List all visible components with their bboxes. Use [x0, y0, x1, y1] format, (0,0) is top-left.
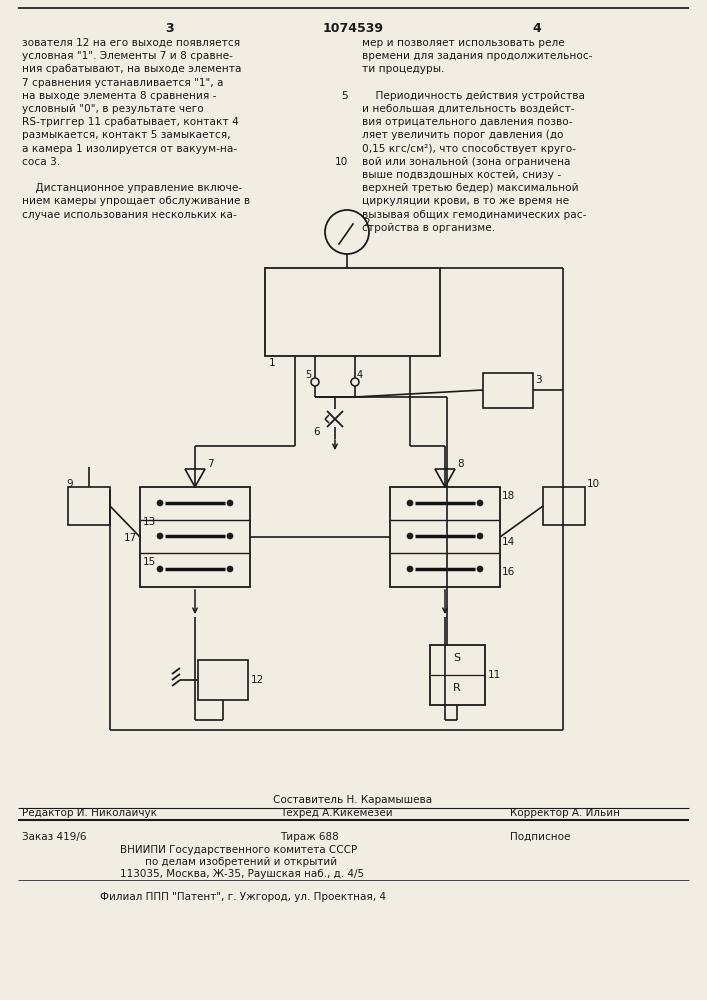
Bar — [265, 268, 440, 356]
Text: 6: 6 — [313, 427, 320, 437]
Text: 3: 3 — [165, 22, 175, 35]
Bar — [198, 660, 248, 700]
Text: выше подвздошных костей, снизу -: выше подвздошных костей, снизу - — [362, 170, 561, 180]
Circle shape — [227, 500, 233, 506]
Text: мер и позволяет использовать реле: мер и позволяет использовать реле — [362, 38, 565, 48]
Text: 7: 7 — [207, 459, 214, 469]
Text: 5: 5 — [305, 370, 311, 380]
Text: Периодичность действия устройства: Периодичность действия устройства — [362, 91, 585, 101]
Bar — [68, 487, 110, 525]
Text: S: S — [453, 653, 460, 663]
Text: ляет увеличить порог давления (до: ляет увеличить порог давления (до — [362, 130, 563, 140]
Text: 4: 4 — [532, 22, 542, 35]
Text: 2: 2 — [363, 218, 370, 228]
Bar — [390, 487, 500, 587]
Text: ти процедуры.: ти процедуры. — [362, 64, 445, 74]
Text: времени для задания продолжительнос-: времени для задания продолжительнос- — [362, 51, 592, 61]
Circle shape — [477, 533, 483, 539]
Text: RS-триггер 11 срабатывает, контакт 4: RS-триггер 11 срабатывает, контакт 4 — [22, 117, 239, 127]
Circle shape — [157, 533, 163, 539]
Text: по делам изобретений и открытий: по делам изобретений и открытий — [145, 857, 337, 867]
Text: 113035, Москва, Ж-35, Раушская наб., д. 4/5: 113035, Москва, Ж-35, Раушская наб., д. … — [120, 869, 364, 879]
Text: 8: 8 — [457, 459, 464, 469]
Text: Подписное: Подписное — [510, 832, 571, 842]
Bar — [543, 487, 585, 525]
Text: 16: 16 — [502, 567, 515, 577]
Text: Дистанционное управление включе-: Дистанционное управление включе- — [22, 183, 242, 193]
Text: верхней третью бедер) максимальной: верхней третью бедер) максимальной — [362, 183, 578, 193]
Circle shape — [407, 500, 413, 506]
Text: 15: 15 — [143, 557, 156, 567]
Circle shape — [157, 500, 163, 506]
Text: на выходе элемента 8 сравнения -: на выходе элемента 8 сравнения - — [22, 91, 216, 101]
Circle shape — [227, 566, 233, 572]
Text: вия отрицательного давления позво-: вия отрицательного давления позво- — [362, 117, 573, 127]
Circle shape — [157, 566, 163, 572]
Text: условный "0", в результате чего: условный "0", в результате чего — [22, 104, 204, 114]
Circle shape — [227, 533, 233, 539]
Text: 0,15 кгс/см²), что способствует круго-: 0,15 кгс/см²), что способствует круго- — [362, 144, 576, 154]
Bar — [140, 487, 250, 587]
Text: а камера 1 изолируется от вакуум-на-: а камера 1 изолируется от вакуум-на- — [22, 144, 237, 154]
Text: 7 сравнения устанавливается "1", а: 7 сравнения устанавливается "1", а — [22, 78, 223, 88]
Text: вызывая общих гемодинамических рас-: вызывая общих гемодинамических рас- — [362, 210, 586, 220]
Text: размыкается, контакт 5 замыкается,: размыкается, контакт 5 замыкается, — [22, 130, 230, 140]
Text: 9: 9 — [66, 479, 73, 489]
Text: Заказ 419/6: Заказ 419/6 — [22, 832, 86, 842]
Text: и небольшая длительность воздейст-: и небольшая длительность воздейст- — [362, 104, 575, 114]
Text: Корректор А. Ильин: Корректор А. Ильин — [510, 808, 620, 818]
Text: Составитель Н. Карамышева: Составитель Н. Карамышева — [274, 795, 433, 805]
Circle shape — [407, 566, 413, 572]
Text: ния срабатывают, на выходе элемента: ния срабатывают, на выходе элемента — [22, 64, 242, 74]
Text: 13: 13 — [143, 517, 156, 527]
Text: Редактор И. Николайчук: Редактор И. Николайчук — [22, 808, 157, 818]
Text: 14: 14 — [502, 537, 515, 547]
Bar — [483, 373, 533, 408]
Text: 5: 5 — [341, 91, 348, 101]
Text: стройства в организме.: стройства в организме. — [362, 223, 495, 233]
Circle shape — [477, 566, 483, 572]
Text: вой или зональной (зона ограничена: вой или зональной (зона ограничена — [362, 157, 571, 167]
Text: 4: 4 — [357, 370, 363, 380]
Bar — [430, 645, 485, 705]
Text: 10: 10 — [587, 479, 600, 489]
Text: 17: 17 — [124, 533, 137, 543]
Circle shape — [407, 533, 413, 539]
Text: условная "1". Элементы 7 и 8 сравне-: условная "1". Элементы 7 и 8 сравне- — [22, 51, 233, 61]
Text: соса 3.: соса 3. — [22, 157, 60, 167]
Circle shape — [477, 500, 483, 506]
Text: ВНИИПИ Государственного комитета СССР: ВНИИПИ Государственного комитета СССР — [120, 845, 357, 855]
Text: 1: 1 — [269, 358, 276, 368]
Text: 10: 10 — [334, 157, 348, 167]
Text: Тираж 688: Тираж 688 — [280, 832, 339, 842]
Text: циркуляции крови, в то же время не: циркуляции крови, в то же время не — [362, 196, 569, 206]
Text: 3: 3 — [535, 375, 542, 385]
Text: 12: 12 — [251, 675, 264, 685]
Text: Филиал ППП "Патент", г. Ужгород, ул. Проектная, 4: Филиал ППП "Патент", г. Ужгород, ул. Про… — [100, 892, 386, 902]
Text: зователя 12 на его выходе появляется: зователя 12 на его выходе появляется — [22, 38, 240, 48]
Text: 11: 11 — [488, 670, 501, 680]
Text: случае использования нескольких ка-: случае использования нескольких ка- — [22, 210, 237, 220]
Text: 18: 18 — [502, 491, 515, 501]
Text: 1074539: 1074539 — [322, 22, 383, 35]
Text: нием камеры упрощает обслуживание в: нием камеры упрощает обслуживание в — [22, 196, 250, 206]
Text: Техред А.Кикемезей: Техред А.Кикемезей — [280, 808, 392, 818]
Text: R: R — [453, 683, 461, 693]
